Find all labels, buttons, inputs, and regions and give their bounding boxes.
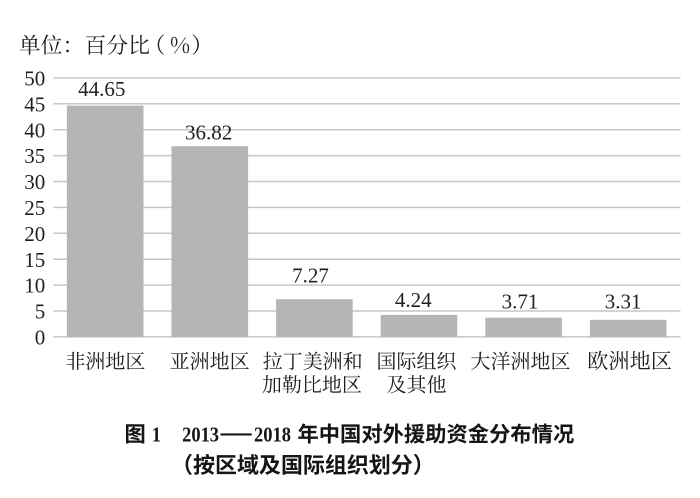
svg-text:35: 35 [24, 144, 45, 168]
svg-text:15: 15 [24, 248, 45, 272]
svg-text:5: 5 [35, 300, 46, 324]
svg-text:36.82: 36.82 [185, 121, 232, 145]
svg-text:25: 25 [24, 196, 45, 220]
svg-text:7.27: 7.27 [292, 264, 329, 288]
svg-text:10: 10 [24, 274, 45, 298]
svg-text:45: 45 [24, 92, 45, 116]
svg-text:4.24: 4.24 [395, 288, 432, 312]
svg-text:0: 0 [35, 326, 46, 350]
svg-text:3.31: 3.31 [605, 290, 642, 314]
svg-text:40: 40 [24, 118, 45, 142]
svg-text:20: 20 [24, 222, 45, 246]
svg-text:3.71: 3.71 [502, 289, 539, 313]
svg-text:1: 1 [152, 424, 161, 447]
svg-text:2013: 2013 [182, 424, 219, 447]
svg-text:44.65: 44.65 [78, 77, 125, 101]
svg-text:30: 30 [24, 170, 45, 194]
svg-text:50: 50 [24, 67, 45, 91]
svg-text:2018: 2018 [254, 424, 291, 447]
